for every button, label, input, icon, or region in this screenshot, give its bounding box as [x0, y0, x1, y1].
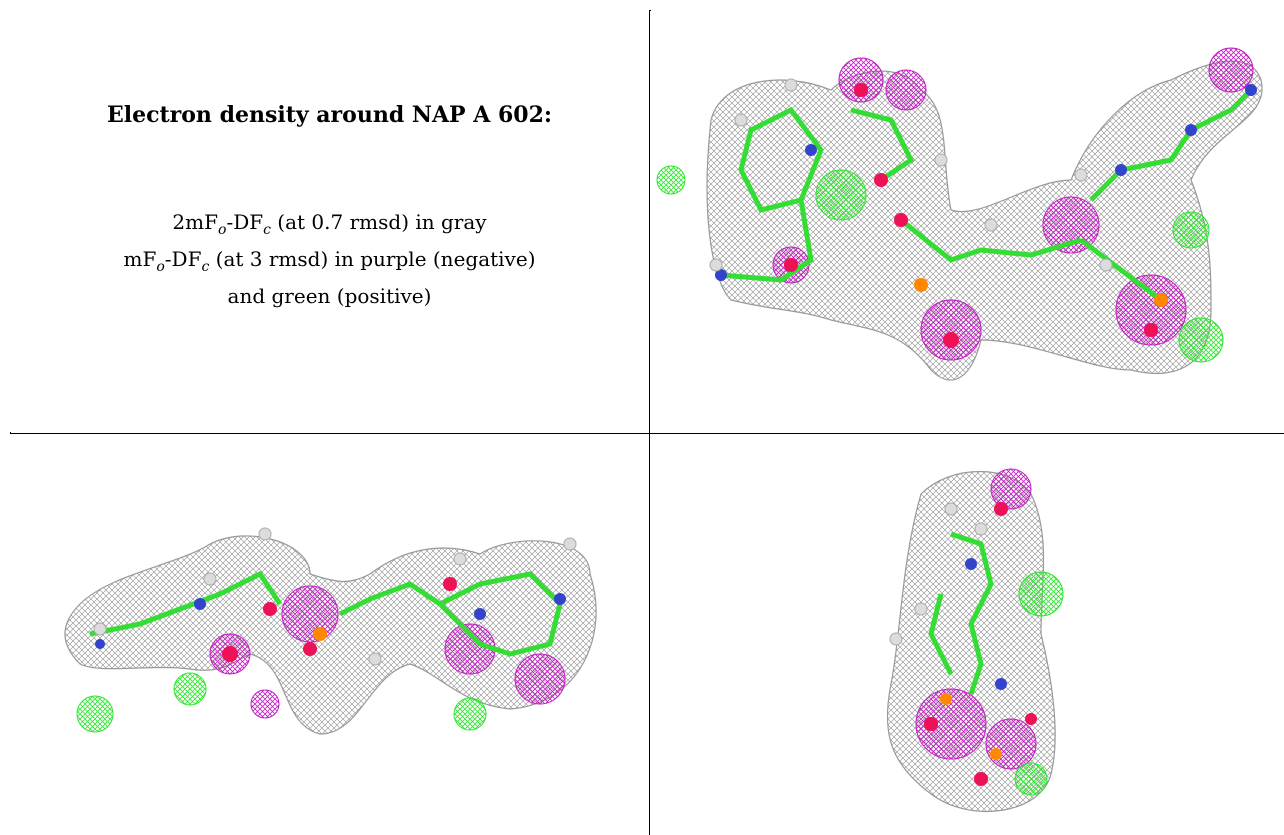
legend-line-positive: and green (positive): [227, 284, 432, 308]
border-middle: [649, 10, 650, 835]
caption-panel: Electron density around NAP A 602: 2mFo-…: [10, 10, 649, 432]
legend-line-fofc: mFo-DFc (at 3 rmsd) in purple (negative): [123, 247, 536, 275]
legend-line-2fofc: 2mFo-DFc (at 0.7 rmsd) in gray: [172, 210, 487, 238]
molecule-density-icon: [64, 527, 597, 735]
density-legend: 2mFo-DFc (at 0.7 rmsd) in gray mFo-DFc (…: [10, 208, 649, 311]
density-view-2: [10, 434, 649, 835]
density-view-3: [651, 434, 1284, 835]
molecule-density-icon: [656, 47, 1263, 381]
density-view-1: [651, 10, 1284, 432]
border-row-divider: [10, 433, 1284, 434]
molecule-density-icon: [886, 468, 1064, 813]
figure-title: Electron density around NAP A 602:: [106, 102, 553, 128]
